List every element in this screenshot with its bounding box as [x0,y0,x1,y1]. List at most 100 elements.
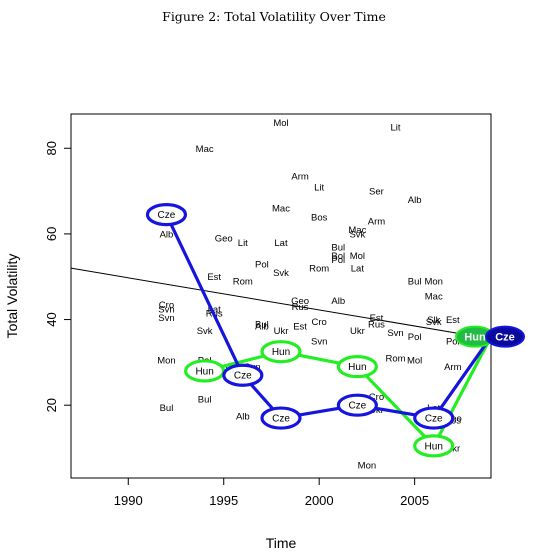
point-label-bul: Bul [160,403,174,414]
point-label-geo: Geo [291,296,309,307]
point-label-bol: Bol [331,251,345,262]
series-line-hun [204,335,493,448]
point-label-arm: Arm [368,217,386,228]
point-label-lat: Lat [274,238,288,249]
series-line-cze [165,213,493,420]
point-label-cro: Cro [312,317,327,328]
point-label-lat: Lat [351,264,365,275]
point-label-est: Est [207,272,221,283]
series-marker-label-hun: Hun [272,347,290,358]
point-label-pol: Pol [408,332,422,343]
point-label-rom: Rom [309,264,329,275]
series-marker-hun [336,355,378,379]
series-marker-label-cze: Cze [272,414,290,425]
point-label-mon: Mon [358,461,376,472]
figure-caption: Figure 2: Total Volatility Over Time [162,9,386,24]
x-tick-label: 1995 [209,493,238,508]
series-marker-cze [222,363,264,387]
x-tick-label: 1990 [114,493,143,508]
point-label-pol: Pol [255,259,269,270]
point-label-rom: Rom [386,354,406,365]
x-axis-label: Time [266,535,297,551]
point-label-mol: Mol [350,251,365,262]
point-label-est: Est [293,321,307,332]
y-axis-label: Total Volatility [4,254,20,339]
point-label-ukr: Ukr [274,326,289,337]
point-label-svn: Svn [158,313,174,324]
point-label-mac: Mac [272,204,290,215]
point-label-svn: Svn [158,304,174,315]
point-label-pol: Pol [331,255,345,266]
series-marker-label-cze: Cze [234,371,252,382]
point-label-svk: Svk [197,326,213,337]
series-marker-label-hun: Hun [195,366,213,377]
point-label-rom: Rom [233,277,253,288]
point-label-bul: Bul [198,394,212,405]
point-label-cro: Cro [159,300,174,311]
point-label-est: Est [370,313,384,324]
point-label-arm: Arm [444,362,462,373]
x-axis: 1990 1995 2000 2005 [114,477,429,508]
y-tick-label: 20 [44,398,59,412]
point-label-slk: Slk [427,315,440,326]
point-label-svk: Svk [349,229,365,240]
point-label-lit: Lit [314,182,324,193]
point-label-pol: Pol [446,336,460,347]
point-label-arm: Arm [291,172,309,183]
series-end-label-hun: Hun [464,332,486,344]
point-label-alb: Alb [408,195,422,206]
series-marker-cze [145,203,188,227]
series-marker-hun [413,434,455,458]
point-label-bul: Bul [331,242,345,253]
point-label-lat: Lat [208,304,222,315]
series-end-marker-cze [485,325,525,348]
point-label-est: Est [446,315,460,326]
series-marker-label-cze: Cze [348,401,366,412]
y-tick-label: 80 [44,141,59,155]
series-marker-label-cze: Cze [425,414,443,425]
trend-line-group [70,267,492,340]
point-label-svk: Svk [273,268,289,279]
point-label-rus: Rus [292,302,309,313]
trend-line [70,267,492,340]
point-label-ukr: Ukr [350,326,365,337]
point-label-ukr: Ukr [369,405,384,416]
point-label-cro: Cro [369,392,384,403]
series-end-label-cze: Cze [495,332,515,344]
point-label-mac: Mac [196,144,214,155]
y-axis: 20 40 60 80 [44,141,72,412]
series-marker-label-hun: Hun [425,441,443,452]
point-label-lit: Lit [391,122,401,133]
point-label-ser: Ser [369,187,384,198]
point-label-mon: Mon [424,277,442,288]
series-marker-hun [260,340,302,364]
point-label-svn: Svn [311,336,327,347]
point-label-mac: Mac [425,292,443,303]
point-label-svn: Svn [387,328,403,339]
series-marker-cze [260,406,302,430]
series-marker-label-cze: Cze [158,210,176,221]
point-label-bul: Bul [408,277,422,288]
point-label-geo: Geo [215,234,233,245]
series-marker-cze [336,393,378,417]
x-tick-label: 2005 [400,493,429,508]
point-label-mol: Mol [407,356,422,367]
point-label-alb: Alb [160,229,174,240]
series-marker-label-hun: Hun [348,362,366,373]
point-label-alb: Alb [236,411,250,422]
point-label-mac: Mac [348,225,366,236]
point-label-rus: Rus [368,319,385,330]
point-label-alb: Alb [255,321,269,332]
point-label-svk: Svk [426,317,442,328]
y-tick-label: 60 [44,227,59,241]
point-label-bos: Bos [311,212,328,223]
point-label-lit: Lit [238,238,248,249]
point-label-bul: Bul [255,319,269,330]
y-tick-label: 40 [44,312,59,326]
series-marker-cze [413,406,455,430]
series-paths: Hun Hun Hun Hun Hun Cze Cze Cze Cze Cze Cze [145,203,525,458]
point-label-mon: Mon [157,356,175,367]
point-label-alb: Alb [331,296,345,307]
x-tick-label: 2000 [305,493,334,508]
